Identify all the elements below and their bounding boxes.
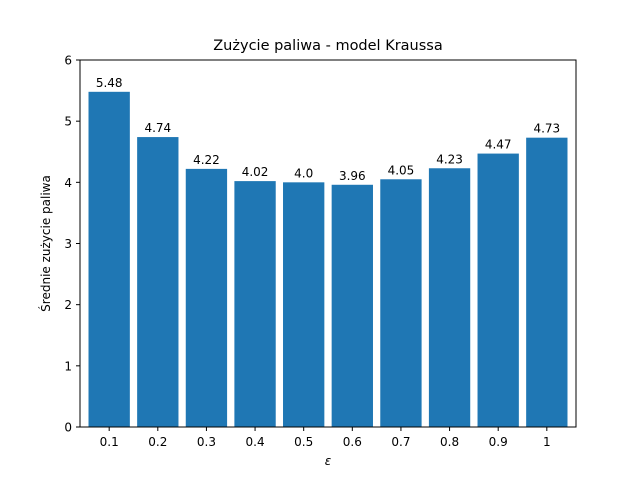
bar-0.1 bbox=[88, 91, 130, 427]
bar-0.9 bbox=[477, 153, 519, 427]
y-tick-label: 6 bbox=[64, 54, 72, 68]
chart-title: Zużycie paliwa - model Kraussa bbox=[213, 38, 443, 54]
bar-0.2 bbox=[137, 137, 179, 427]
bar-0.3 bbox=[185, 168, 228, 427]
x-tick-label: 0.7 bbox=[391, 435, 410, 449]
bar-0.6 bbox=[331, 184, 373, 427]
x-tick-label: 0.4 bbox=[246, 435, 265, 449]
x-tick-label: 0.3 bbox=[197, 435, 216, 449]
y-tick-label: 1 bbox=[64, 359, 72, 373]
data-label-0.7: 4.05 bbox=[388, 163, 415, 177]
data-label-0.8: 4.23 bbox=[436, 152, 463, 166]
data-label-0.5: 4.0 bbox=[294, 166, 313, 180]
bar-0.7 bbox=[380, 179, 422, 427]
data-labels-group: 5.48 4.74 4.22 4.02 4.0 3.96 4.05 4.23 4.47 4.73 bbox=[96, 76, 560, 183]
x-tick-label: 0.2 bbox=[148, 435, 167, 449]
bar-0.4 bbox=[234, 181, 276, 427]
bars-group bbox=[88, 91, 568, 427]
x-axis-ticks: 0.1 0.2 0.3 0.4 0.5 0.6 0.7 0.8 0.9 1 bbox=[100, 427, 551, 449]
x-tick-label: 0.9 bbox=[489, 435, 508, 449]
y-tick-label: 4 bbox=[64, 176, 72, 190]
data-label-0.9: 4.47 bbox=[485, 138, 512, 152]
x-tick-label: 1 bbox=[543, 435, 551, 449]
y-axis-label: Średnie zużycie paliwa bbox=[38, 175, 53, 312]
x-tick-label: 0.8 bbox=[440, 435, 459, 449]
bar-1 bbox=[526, 137, 568, 427]
data-label-0.6: 3.96 bbox=[339, 169, 366, 183]
bar-0.8 bbox=[428, 168, 471, 427]
data-label-1: 4.73 bbox=[533, 122, 560, 136]
y-tick-label: 3 bbox=[64, 237, 72, 251]
data-label-0.2: 4.74 bbox=[144, 121, 171, 135]
y-axis-ticks: 0 1 2 3 4 5 6 bbox=[64, 54, 80, 435]
y-tick-label: 2 bbox=[64, 298, 72, 312]
data-label-0.1: 5.48 bbox=[96, 76, 123, 90]
x-tick-label: 0.1 bbox=[100, 435, 119, 449]
bar-0.5 bbox=[283, 182, 325, 427]
x-tick-label: 0.6 bbox=[343, 435, 362, 449]
y-tick-label: 5 bbox=[64, 115, 72, 129]
x-tick-label: 0.5 bbox=[294, 435, 313, 449]
data-label-0.3: 4.22 bbox=[193, 153, 220, 167]
y-tick-label: 0 bbox=[64, 421, 72, 435]
data-label-0.4: 4.02 bbox=[242, 165, 269, 179]
x-axis-label: ε bbox=[325, 454, 332, 468]
